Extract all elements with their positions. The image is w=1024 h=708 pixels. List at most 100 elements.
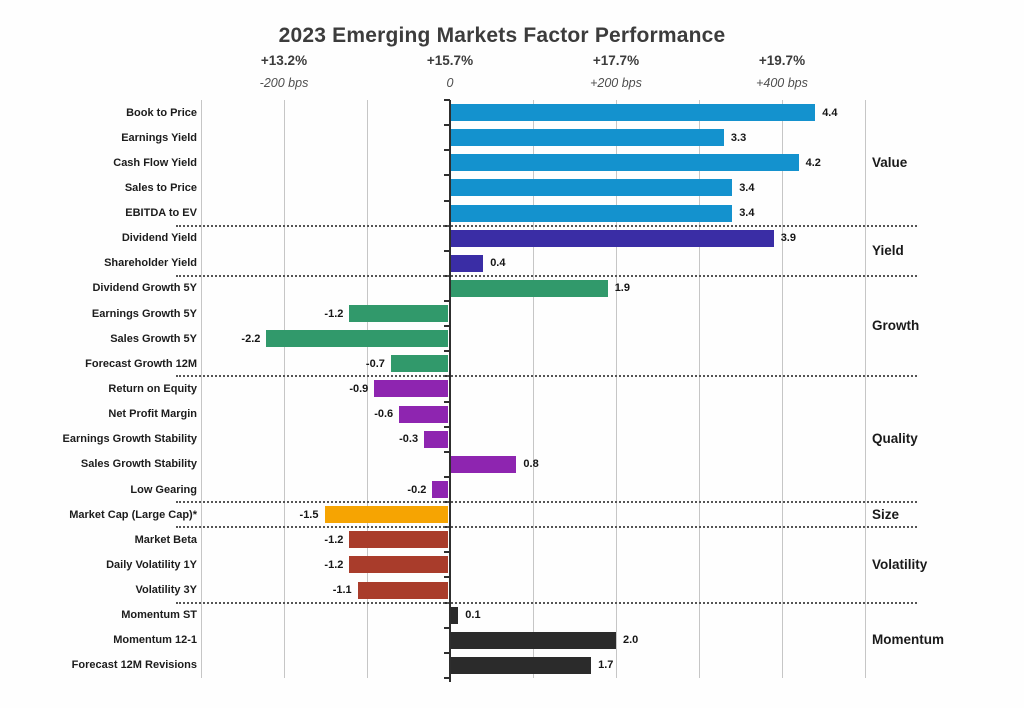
factor-row-label: Return on Equity <box>108 382 197 395</box>
bar <box>451 204 733 222</box>
factor-row-label: Sales Growth 5Y <box>110 332 197 345</box>
gridline <box>201 100 202 678</box>
axis-tick <box>444 199 450 202</box>
bar-value: 3.4 <box>739 181 755 194</box>
bar-value: -1.2 <box>324 558 344 571</box>
bar-value: 3.9 <box>780 232 796 245</box>
bar-value: -1.1 <box>332 584 352 597</box>
category-label: Yield <box>872 242 904 258</box>
group-separator-dotted <box>176 224 917 227</box>
axis-zero-line <box>449 100 451 682</box>
factor-row-label: Volatility 3Y <box>135 584 197 597</box>
bar <box>451 229 774 247</box>
category-label: Value <box>872 154 908 170</box>
bar-value: 4.4 <box>822 106 838 119</box>
factor-row-label: Dividend Yield <box>121 232 197 245</box>
gridline <box>782 100 783 678</box>
axis-bps-label: -200 bps <box>259 76 309 90</box>
factor-row-label: EBITDA to EV <box>125 207 197 220</box>
axis-tick <box>444 300 450 303</box>
bar <box>451 279 608 297</box>
gridline <box>533 100 534 678</box>
bar <box>324 506 448 524</box>
group-separator-dotted <box>176 501 917 504</box>
gridline <box>284 100 285 678</box>
factor-row-label: Sales to Price <box>124 181 197 194</box>
axis-tick <box>444 149 450 152</box>
bar-value: -1.2 <box>324 307 344 320</box>
factor-row-label: Daily Volatility 1Y <box>106 558 197 571</box>
bar <box>451 656 592 674</box>
bar <box>432 481 448 498</box>
axis-bps-label: 0 <box>446 76 454 90</box>
bar-value: 4.2 <box>805 156 821 169</box>
group-separator-dotted <box>176 375 917 378</box>
factor-row-label: Momentum ST <box>121 609 197 622</box>
group-separator-dotted <box>176 526 917 529</box>
bar-value: 3.3 <box>730 131 747 144</box>
bar <box>357 581 448 599</box>
category-label: Momentum <box>872 632 944 648</box>
axis-tick <box>444 124 450 127</box>
bar <box>390 355 448 373</box>
factor-row-label: Dividend Growth 5Y <box>92 282 197 295</box>
axis-tick <box>444 475 450 478</box>
axis-tick <box>444 551 450 554</box>
category-label: Quality <box>872 431 918 447</box>
factor-row-label: Forecast Growth 12M <box>85 357 197 370</box>
axis-pct-label: +19.7% <box>758 53 806 68</box>
bar-value: -0.6 <box>374 408 394 421</box>
bar-value: -0.3 <box>399 433 419 446</box>
factor-row-label: Earnings Growth 5Y <box>91 307 197 320</box>
axis-tick <box>444 450 450 453</box>
bar-value: -0.9 <box>349 382 369 395</box>
bar <box>399 405 448 423</box>
axis-pct-label: +15.7% <box>426 53 474 68</box>
category-label: Size <box>872 506 900 522</box>
bar <box>349 305 448 323</box>
bar-value: 1.9 <box>614 282 630 295</box>
axis-tick <box>444 576 450 579</box>
bar <box>424 430 448 448</box>
bar <box>266 330 448 348</box>
group-separator-dotted <box>176 601 917 604</box>
factor-row-label: Shareholder Yield <box>104 257 197 270</box>
bar <box>374 380 448 398</box>
factor-row-label: Cash Flow Yield <box>113 156 197 169</box>
bar-value: -0.2 <box>407 483 427 496</box>
factor-row-label: Net Profit Margin <box>108 408 197 421</box>
gridline <box>699 100 700 678</box>
bar-value: 2.0 <box>623 634 639 647</box>
bar <box>349 531 448 549</box>
factor-row-label: Book to Price <box>126 106 197 119</box>
axis-tick <box>444 651 450 654</box>
bar-value: -2.2 <box>241 332 261 345</box>
axis-bps-label: +400 bps <box>756 76 808 90</box>
bar <box>451 254 484 272</box>
bar-value: -1.5 <box>299 508 319 521</box>
bar-value: 3.4 <box>739 207 755 220</box>
chart-title: 2023 Emerging Markets Factor Performance <box>278 24 726 47</box>
factor-row-label: Earnings Yield <box>121 131 197 144</box>
axis-tick <box>444 174 450 177</box>
axis-tick <box>444 99 450 101</box>
bar-value: 0.1 <box>465 609 481 622</box>
bar-value: -1.2 <box>324 533 344 546</box>
bar-value: 0.4 <box>490 257 506 270</box>
axis-bps-label: +200 bps <box>590 76 642 90</box>
axis-tick <box>444 325 450 328</box>
axis-pct-label: +13.2% <box>260 53 308 68</box>
bar <box>349 556 448 574</box>
category-label: Volatility <box>872 556 928 572</box>
axis-tick <box>444 400 450 403</box>
axis-pct-label: +17.7% <box>592 53 640 68</box>
bar <box>451 104 816 122</box>
bar <box>451 606 459 624</box>
factor-row-label: Momentum 12-1 <box>113 634 197 647</box>
axis-tick <box>444 350 450 353</box>
factor-row-label: Forecast 12M Revisions <box>71 659 197 672</box>
factor-row-label: Low Gearing <box>130 483 197 496</box>
bar <box>451 455 517 473</box>
bar <box>451 179 733 197</box>
group-separator-dotted <box>176 274 917 277</box>
